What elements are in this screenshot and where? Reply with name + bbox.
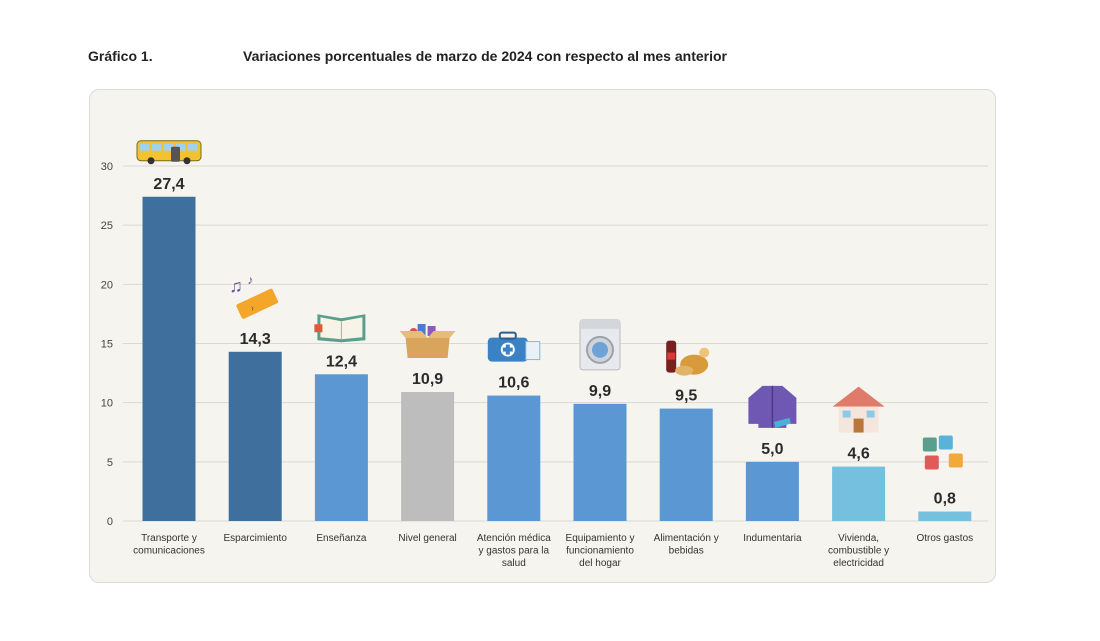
category-label-line: bebidas	[669, 546, 704, 557]
value-label: 10,9	[412, 371, 443, 388]
bar	[401, 392, 455, 521]
value-label: 9,9	[589, 383, 611, 400]
svg-text:♫: ♫	[229, 276, 243, 296]
category-label: Esparcimiento	[224, 533, 288, 544]
food-drink-icon	[666, 340, 710, 376]
figure-label: Gráfico 1.	[88, 48, 153, 64]
category-icons: ♪ ♫ ♪	[136, 140, 963, 470]
category-label-line: electricidad	[833, 558, 884, 569]
category-label-line: comunicaciones	[133, 546, 205, 557]
category-label: Nivel general	[398, 533, 456, 544]
bar	[918, 511, 972, 521]
first-aid-kit-icon	[487, 331, 541, 362]
book-icon	[314, 314, 366, 343]
bar	[314, 374, 368, 521]
y-tick-label: 10	[101, 398, 113, 410]
value-label: 10,6	[498, 375, 529, 392]
category-label-line: Enseñanza	[316, 533, 366, 544]
category-label: Alimentación y bebidas	[654, 533, 719, 557]
svg-text:♪: ♪	[247, 273, 253, 287]
bar	[573, 403, 627, 521]
category-label: Enseñanza	[316, 533, 366, 544]
value-label: 12,4	[326, 353, 357, 370]
value-label: 0,8	[934, 491, 956, 508]
value-label: 4,6	[847, 446, 869, 463]
jacket-icon	[748, 385, 797, 428]
y-tick-label: 5	[107, 457, 113, 469]
value-label: 14,3	[240, 331, 271, 348]
category-labels: Transporte y comunicaciones Esparcimiento E…	[133, 533, 973, 569]
category-label-line: Alimentación y	[654, 533, 719, 544]
y-tick-label: 30	[101, 161, 113, 173]
category-label: Otros gastos	[916, 533, 973, 544]
ticket-music-icon: ♪ ♫ ♪	[229, 273, 279, 319]
category-label-line: Transporte y	[141, 533, 197, 544]
bar	[487, 395, 541, 521]
chart-header: Gráfico 1. Variaciones porcentuales de m…	[0, 48, 1100, 70]
washing-machine-icon	[579, 319, 621, 371]
bar	[142, 196, 196, 521]
category-label: Vivienda, combustible y electricidad	[828, 533, 889, 569]
category-label-line: Nivel general	[398, 533, 456, 544]
value-label: 27,4	[153, 176, 184, 193]
value-label: 9,5	[675, 388, 697, 405]
y-tick-label: 0	[107, 516, 113, 528]
category-label: Equipamiento y funcionamiento del hogar	[566, 533, 635, 569]
y-tick-label: 25	[101, 220, 113, 232]
category-label-line: salud	[502, 558, 526, 569]
category-label-line: Atención médica	[477, 533, 551, 544]
svg-text:♪: ♪	[250, 305, 256, 313]
y-tick-label: 15	[101, 339, 113, 351]
bars	[142, 196, 972, 521]
bar	[228, 351, 282, 521]
shopping-box-icon	[399, 324, 456, 359]
category-label: Transporte y comunicaciones	[133, 533, 205, 557]
value-label: 5,0	[761, 441, 783, 458]
y-tick-label: 20	[101, 279, 113, 291]
category-label-line: Vivienda,	[838, 533, 879, 544]
category-label-line: Indumentaria	[743, 533, 802, 544]
bar	[659, 408, 713, 521]
category-label-line: Esparcimiento	[224, 533, 288, 544]
category-label-line: y gastos para la	[478, 546, 549, 557]
y-axis-ticks: 0 5 10 15 20 25 30	[101, 161, 113, 528]
bar	[745, 461, 799, 521]
chart-title: Variaciones porcentuales de marzo de 202…	[243, 48, 727, 64]
category-label-line: del hogar	[579, 558, 621, 569]
bar	[832, 466, 886, 521]
category-label: Atención médica y gastos para la salud	[477, 533, 551, 569]
category-label-line: Equipamiento y	[566, 533, 635, 544]
category-label-line: combustible y	[828, 546, 889, 557]
value-labels: 27,4 14,3 12,4 10,9 10,6 9,9 9,5 5,0 4,6 0,8	[153, 176, 956, 508]
puzzle-icon	[922, 435, 963, 470]
bus-icon	[136, 140, 202, 165]
house-icon	[832, 386, 885, 433]
category-label-line: Otros gastos	[916, 533, 973, 544]
category-label-line: funcionamiento	[566, 546, 634, 557]
category-label: Indumentaria	[743, 533, 802, 544]
